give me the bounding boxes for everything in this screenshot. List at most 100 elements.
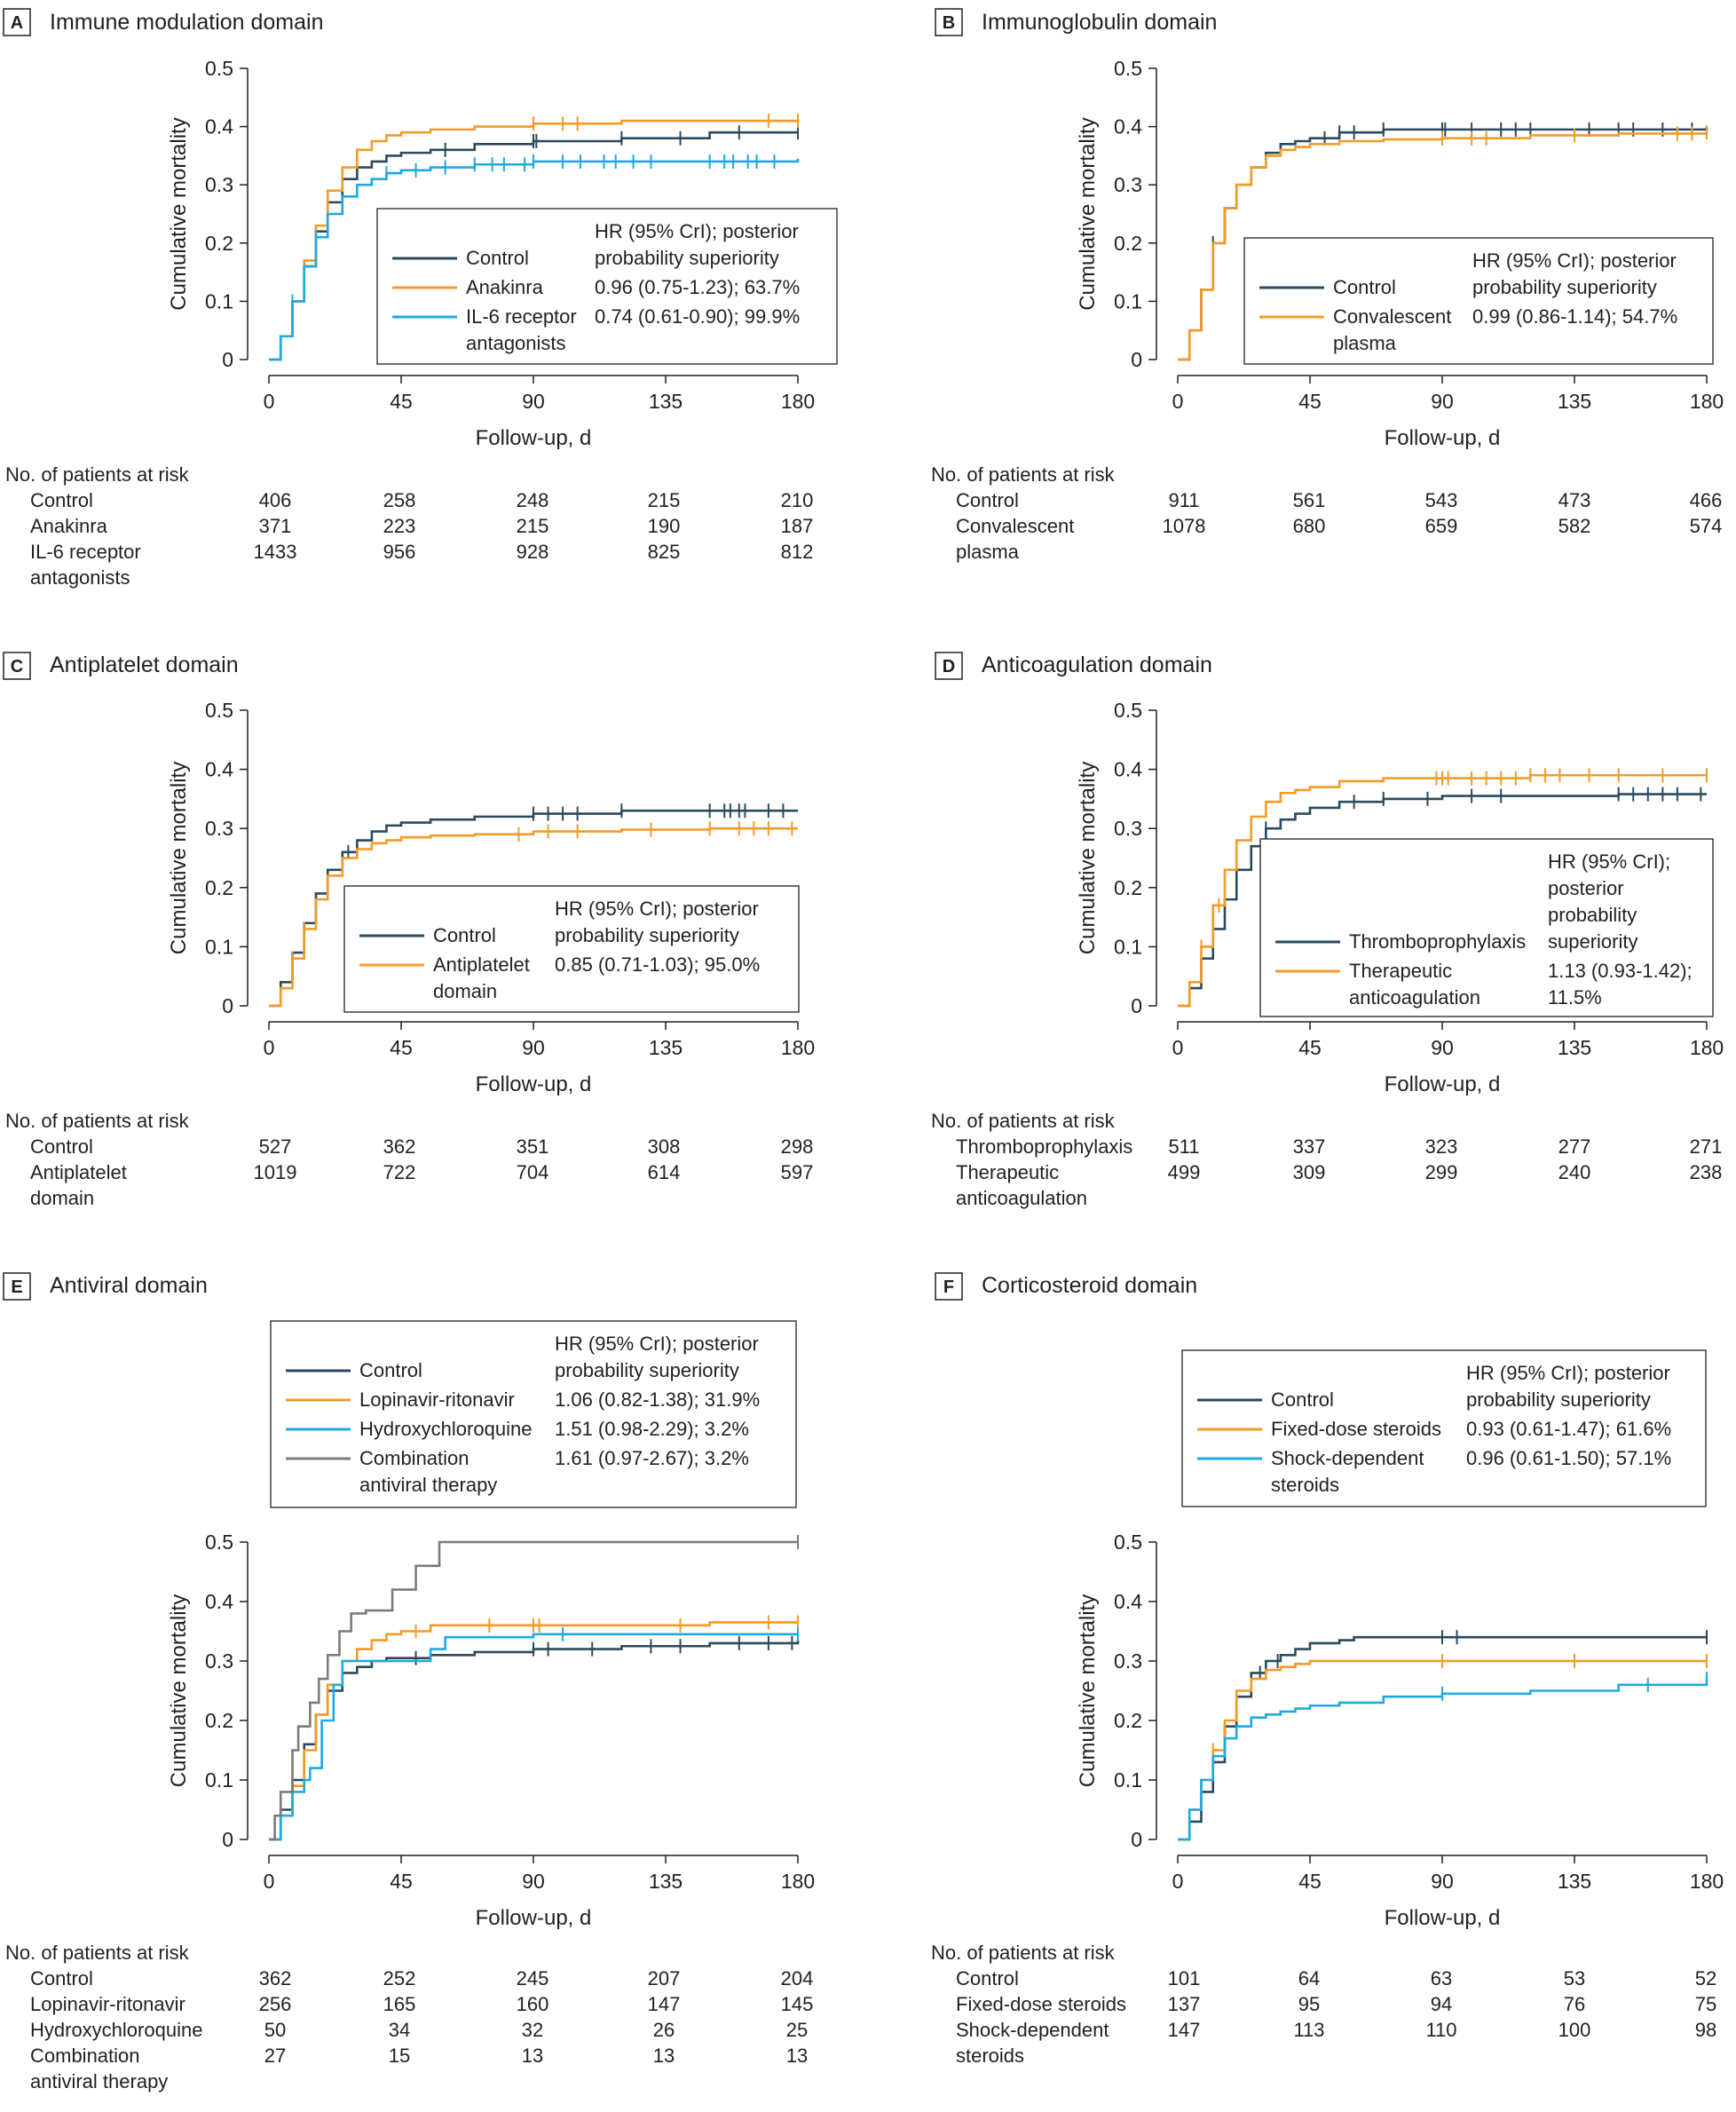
x-tick-label: 45 — [1298, 1870, 1322, 1893]
risk-value: 50 — [264, 2019, 286, 2041]
x-tick-label: 180 — [781, 1870, 815, 1893]
risk-value: 499 — [1168, 1161, 1201, 1183]
risk-value: 956 — [383, 541, 416, 563]
y-tick-label: 0 — [1131, 994, 1142, 1017]
y-tick-label: 0.1 — [1114, 935, 1142, 958]
y-tick-label: 0.5 — [205, 699, 233, 722]
risk-value: 299 — [1425, 1161, 1458, 1183]
x-tick-label: 0 — [1172, 1870, 1184, 1893]
y-tick-label: 0.1 — [1114, 289, 1142, 312]
risk-value: 52 — [1695, 1967, 1716, 1989]
risk-value: 812 — [781, 541, 814, 563]
legend-label: Control — [359, 1359, 422, 1381]
legend-label: Control — [1271, 1388, 1334, 1411]
risk-row-label: Control — [956, 1967, 1019, 1989]
panel-letter-box — [935, 652, 963, 680]
x-tick-label: 135 — [649, 1870, 683, 1893]
legend-hr: 0.96 (0.75-1.23); 63.7% — [595, 276, 800, 298]
legend-hr: 0.93 (0.61-1.47); 61.6% — [1466, 1418, 1671, 1440]
panel-a: A Immune modulation domain 0 0.1 0.2 0.3 0.4 0.… — [3, 8, 838, 589]
panel-c: C Antiplatelet domain 0 0.1 0.2 0.3 0.4 0.5 0 45 9… — [3, 652, 815, 1209]
x-tick-label: 45 — [1298, 390, 1322, 413]
risk-value: 64 — [1298, 1967, 1320, 1989]
panel-title: Antiplatelet domain — [50, 653, 239, 677]
risk-value: 1078 — [1163, 515, 1206, 537]
panel-letter-box — [3, 8, 31, 36]
legend-box — [1259, 838, 1714, 1017]
x-tick-label: 45 — [390, 1870, 413, 1893]
risk-value: 94 — [1431, 1993, 1452, 2015]
y-tick-label: 0.1 — [1114, 1768, 1142, 1792]
y-tick-label: 0.2 — [1114, 232, 1142, 255]
legend-header-line: probability superiority — [555, 924, 739, 946]
legend-header-line: HR (95% CrI); posterior — [555, 1333, 759, 1355]
legend-label: antagonists — [466, 332, 566, 354]
risk-table-title: No. of patients at risk — [5, 463, 190, 486]
panel-b: B Immunoglobulin domain 0 0.1 0.2 0.3 0.4 0.5 0 4… — [931, 8, 1724, 563]
risk-value: 1019 — [254, 1161, 297, 1183]
risk-value: 13 — [786, 2045, 808, 2067]
series-line-3 — [269, 1540, 798, 1841]
x-tick-label: 0 — [1172, 1036, 1184, 1059]
legend-header-line: probability superiority — [1472, 276, 1657, 298]
x-tick-label: 0 — [264, 390, 275, 413]
y-tick-label: 0.3 — [1114, 1649, 1142, 1673]
risk-value: 351 — [517, 1135, 549, 1158]
risk-value: 238 — [1690, 1161, 1723, 1183]
risk-value: 110 — [1425, 2019, 1456, 2041]
y-tick-label: 0.4 — [1114, 758, 1142, 781]
legend-label: Fixed-dose steroids — [1271, 1418, 1441, 1440]
panel-letter: C — [11, 657, 23, 676]
series-line-0 — [269, 1640, 800, 1841]
x-tick-label: 135 — [649, 390, 683, 413]
y-tick-label: 0.2 — [1114, 1709, 1142, 1732]
risk-value: 308 — [648, 1135, 681, 1158]
y-tick-label: 0.4 — [1114, 115, 1142, 138]
legend-hr: 0.74 (0.61-0.90); 99.9% — [595, 305, 800, 328]
legend-label: plasma — [1333, 332, 1397, 354]
risk-row-label: Lopinavir-ritonavir — [30, 1993, 185, 2015]
legend-hr: 0.96 (0.61-1.50); 57.1% — [1466, 1447, 1671, 1469]
legend-box — [270, 1320, 797, 1508]
x-tick-label: 0 — [264, 1870, 275, 1893]
legend-label: Control — [1333, 276, 1396, 298]
risk-row-label: Hydroxychloroquine — [30, 2019, 202, 2041]
risk-value: 271 — [1690, 1135, 1723, 1158]
risk-value: 187 — [781, 515, 814, 537]
risk-value: 210 — [781, 489, 814, 511]
risk-row-label: antagonists — [30, 566, 130, 589]
risk-value: 911 — [1168, 489, 1199, 511]
risk-value: 574 — [1690, 515, 1723, 537]
panel-title: Immune modulation domain — [50, 10, 324, 35]
risk-value: 76 — [1564, 1993, 1585, 2015]
y-tick-label: 0 — [222, 994, 233, 1017]
series-line-2 — [269, 1633, 798, 1841]
legend-header-line: superiority — [1548, 930, 1637, 953]
legend-label: Anakinra — [466, 276, 544, 298]
series-line-2 — [1178, 1679, 1708, 1841]
x-tick-label: 90 — [1431, 1036, 1454, 1059]
y-tick-label: 0.5 — [1114, 699, 1142, 722]
risk-table-title: No. of patients at risk — [931, 463, 1116, 486]
risk-table-title: No. of patients at risk — [931, 1110, 1116, 1132]
risk-value: 101 — [1168, 1967, 1201, 1989]
risk-row-label: IL-6 receptor — [30, 541, 141, 563]
risk-table-title: No. of patients at risk — [5, 1110, 190, 1132]
y-tick-label: 0.5 — [205, 57, 233, 80]
series-line-0 — [1178, 793, 1707, 1008]
risk-value: 527 — [259, 1135, 292, 1158]
risk-row-label: steroids — [956, 2045, 1024, 2067]
y-tick-label: 0 — [222, 1828, 233, 1851]
legend-label: Lopinavir-ritonavir — [359, 1388, 515, 1411]
risk-row-label: Control — [30, 1135, 93, 1158]
y-tick-label: 0.3 — [1114, 817, 1142, 840]
risk-value: 277 — [1558, 1135, 1591, 1158]
panel-letter-box — [3, 652, 31, 680]
x-axis-title: Follow-up, d — [1385, 426, 1501, 450]
y-tick-label: 0.1 — [205, 1768, 233, 1792]
risk-value: 1433 — [254, 541, 297, 563]
risk-value: 659 — [1425, 515, 1458, 537]
risk-value: 597 — [781, 1161, 814, 1183]
risk-value: 928 — [517, 541, 549, 563]
